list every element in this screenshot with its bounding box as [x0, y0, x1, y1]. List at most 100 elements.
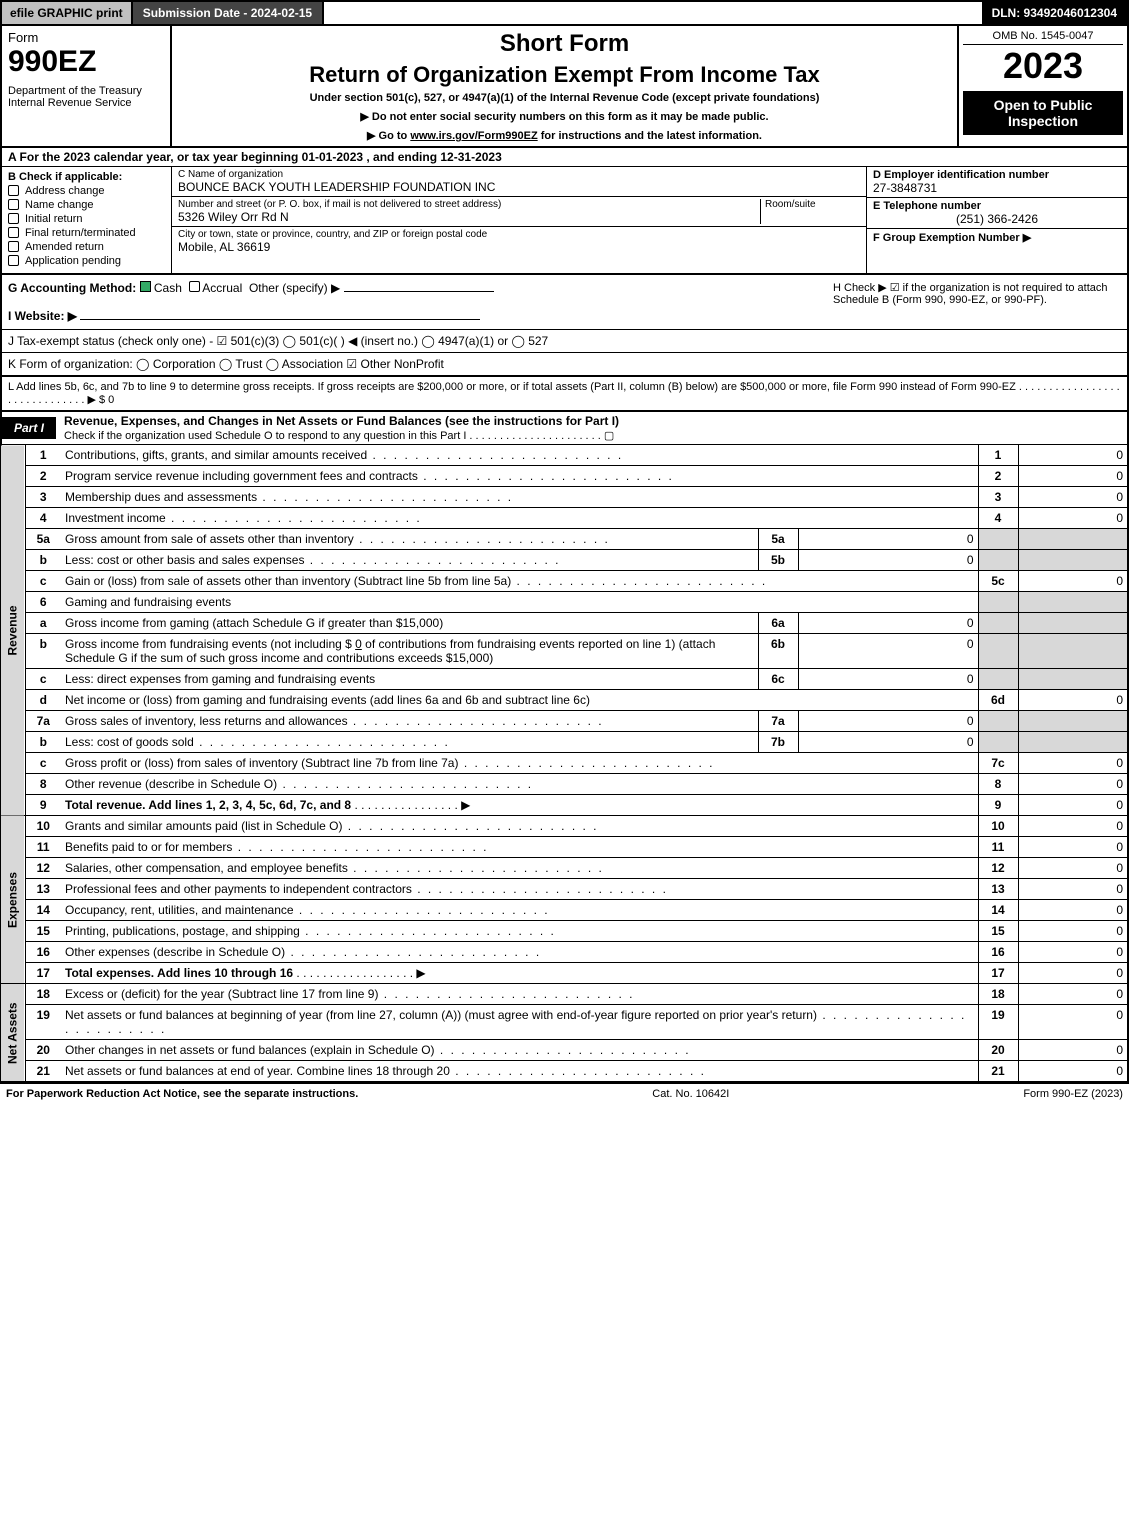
l3-desc: Membership dues and assessments [61, 487, 978, 508]
l5b-val: 0 [798, 550, 978, 571]
l6d-desc: Net income or (loss) from gaming and fun… [61, 690, 978, 711]
expenses-side-lbl: Expenses [1, 816, 25, 984]
d-lbl: D Employer identification number [873, 169, 1121, 181]
l5a-val: 0 [798, 529, 978, 550]
form-word: Form [8, 30, 164, 45]
tax-year: 2023 [963, 45, 1123, 87]
l6b-num: 6b [758, 634, 798, 669]
part1-title: Revenue, Expenses, and Changes in Net As… [64, 414, 619, 428]
l16-val: 0 [1018, 942, 1128, 963]
part1-tag: Part I [2, 417, 56, 439]
opt-final-return: Final return/terminated [25, 227, 136, 239]
form-header: Form 990EZ Department of the Treasury In… [0, 26, 1129, 148]
l17-val: 0 [1018, 963, 1128, 984]
h-box: H Check ▶ ☑ if the organization is not r… [827, 275, 1127, 329]
revenue-side-lbl: Revenue [1, 445, 25, 816]
l5c-desc: Gain or (loss) from sale of assets other… [61, 571, 978, 592]
part1-header: Part I Revenue, Expenses, and Changes in… [0, 412, 1129, 445]
chk-cash[interactable] [140, 281, 151, 292]
opt-name-change: Name change [25, 199, 94, 211]
l6b-pre: Gross income from fundraising events (no… [65, 637, 355, 651]
l5c-num: 5c [978, 571, 1018, 592]
line-j: J Tax-exempt status (check only one) - ☑… [0, 330, 1129, 353]
l7c-num: 7c [978, 753, 1018, 774]
org-name: BOUNCE BACK YOUTH LEADERSHIP FOUNDATION … [178, 180, 860, 194]
entity-box: B Check if applicable: Address change Na… [0, 167, 1129, 275]
l11-val: 0 [1018, 837, 1128, 858]
opt-initial-return: Initial return [25, 213, 82, 225]
l16-desc: Other expenses (describe in Schedule O) [61, 942, 978, 963]
l6a-num: 6a [758, 613, 798, 634]
l6a-val: 0 [798, 613, 978, 634]
g-other-input[interactable] [344, 291, 494, 292]
l21-desc: Net assets or fund balances at end of ye… [61, 1061, 978, 1082]
section-ghi: G Accounting Method: Cash Accrual Other … [0, 275, 1129, 330]
l6c-num: 6c [758, 669, 798, 690]
line-a: A For the 2023 calendar year, or tax yea… [0, 148, 1129, 167]
ssn-note: ▶ Do not enter social security numbers o… [180, 110, 949, 123]
chk-initial-return[interactable] [8, 213, 19, 224]
c-city-lbl: City or town, state or province, country… [178, 229, 860, 240]
chk-name-change[interactable] [8, 199, 19, 210]
col-def: D Employer identification number 27-3848… [867, 167, 1127, 273]
chk-final-return[interactable] [8, 227, 19, 238]
goto-note: ▶ Go to www.irs.gov/Form990EZ for instru… [180, 129, 949, 142]
l13-desc: Professional fees and other payments to … [61, 879, 978, 900]
chk-amended[interactable] [8, 241, 19, 252]
l7b-num: 7b [758, 732, 798, 753]
l6c-desc: Less: direct expenses from gaming and fu… [61, 669, 758, 690]
l20-val: 0 [1018, 1040, 1128, 1061]
l1-val: 0 [1018, 445, 1128, 466]
l10-val: 0 [1018, 816, 1128, 837]
l21-val: 0 [1018, 1061, 1128, 1082]
chk-app-pending[interactable] [8, 255, 19, 266]
l7b-val: 0 [798, 732, 978, 753]
org-street: 5326 Wiley Orr Rd N [178, 210, 760, 224]
l7a-num: 7a [758, 711, 798, 732]
c-name-lbl: C Name of organization [178, 169, 860, 180]
l6b-amt: 0 [355, 637, 362, 651]
footer: For Paperwork Reduction Act Notice, see … [0, 1082, 1129, 1104]
l18-desc: Excess or (deficit) for the year (Subtra… [61, 984, 978, 1005]
dept-label: Department of the Treasury Internal Reve… [8, 85, 164, 109]
top-bar: efile GRAPHIC print Submission Date - 20… [0, 0, 1129, 26]
f-lbl: F Group Exemption Number ▶ [873, 231, 1121, 244]
chk-accrual[interactable] [189, 281, 200, 292]
chk-address-change[interactable] [8, 185, 19, 196]
line-k: K Form of organization: ◯ Corporation ◯ … [0, 353, 1129, 376]
l2-val: 0 [1018, 466, 1128, 487]
goto-post: for instructions and the latest informat… [541, 130, 762, 142]
i-lbl: I Website: ▶ [8, 309, 77, 323]
opt-amended: Amended return [25, 241, 104, 253]
l12-val: 0 [1018, 858, 1128, 879]
header-left: Form 990EZ Department of the Treasury In… [2, 26, 172, 146]
l2-desc: Program service revenue including govern… [61, 466, 978, 487]
l12-desc: Salaries, other compensation, and employ… [61, 858, 978, 879]
g-lbl: G Accounting Method: [8, 281, 136, 295]
part1-check-o: Check if the organization used Schedule … [64, 430, 614, 442]
l5b-num: 5b [758, 550, 798, 571]
l7a-desc: Gross sales of inventory, less returns a… [61, 711, 758, 732]
l8-val: 0 [1018, 774, 1128, 795]
form-number: 990EZ [8, 45, 164, 79]
open-public: Open to Public Inspection [963, 91, 1123, 135]
irs-link[interactable]: www.irs.gov/Form990EZ [410, 130, 537, 142]
l19-desc: Net assets or fund balances at beginning… [61, 1005, 978, 1040]
omb-number: OMB No. 1545-0047 [963, 30, 1123, 45]
l11-desc: Benefits paid to or for members [61, 837, 978, 858]
e-lbl: E Telephone number [873, 200, 1121, 212]
ein: 27-3848731 [873, 181, 1121, 195]
l9-desc: Total revenue. Add lines 1, 2, 3, 4, 5c,… [65, 798, 351, 812]
g-accrual: Accrual [202, 281, 242, 295]
l4-desc: Investment income [61, 508, 978, 529]
g-other: Other (specify) ▶ [249, 281, 340, 295]
c-street-lbl: Number and street (or P. O. box, if mail… [178, 199, 760, 210]
l6c-val: 0 [798, 669, 978, 690]
lines-table: Revenue 1 Contributions, gifts, grants, … [0, 445, 1129, 1082]
l1-desc: Contributions, gifts, grants, and simila… [61, 445, 978, 466]
l20-desc: Other changes in net assets or fund bala… [61, 1040, 978, 1061]
website-input[interactable] [80, 319, 480, 320]
footer-left: For Paperwork Reduction Act Notice, see … [6, 1088, 358, 1100]
goto-pre: ▶ Go to [367, 130, 410, 142]
l18-val: 0 [1018, 984, 1128, 1005]
